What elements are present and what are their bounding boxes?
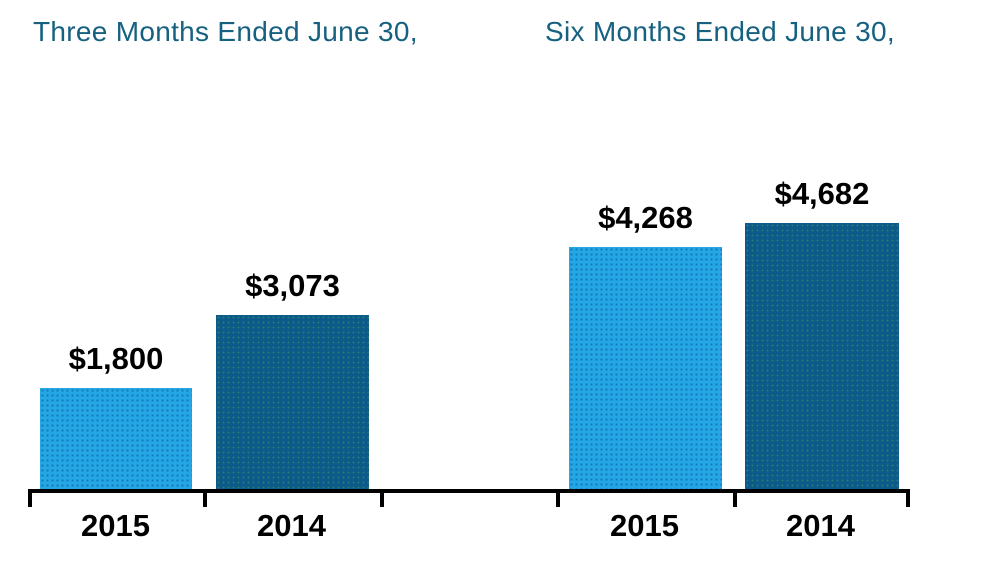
x-axis-line xyxy=(28,489,910,493)
group-title-three-months: Three Months Ended June 30, xyxy=(33,16,418,47)
group-title-six-months: Six Months Ended June 30, xyxy=(545,16,895,47)
bar-six-months-2015 xyxy=(569,247,722,491)
bar-column-three-months-2014: $3,073 xyxy=(216,270,369,491)
x-tick-label-six-months-2015: 2015 xyxy=(610,508,679,543)
x-axis-tick-1 xyxy=(28,489,32,507)
x-axis-tick-5 xyxy=(733,489,737,507)
bar-column-three-months-2015: $1,800 xyxy=(40,343,192,491)
value-label-three-months-2014: $3,073 xyxy=(245,268,340,303)
bar-column-six-months-2015: $4,268 xyxy=(569,202,722,491)
bar-three-months-2014 xyxy=(216,315,369,491)
bar-column-six-months-2014: $4,682 xyxy=(745,178,899,491)
x-tick-label-six-months-2014: 2014 xyxy=(786,508,855,543)
value-label-three-months-2015: $1,800 xyxy=(68,341,164,376)
x-tick-label-three-months-2015: 2015 xyxy=(81,508,150,543)
x-axis-tick-6 xyxy=(906,489,910,507)
x-axis-tick-4 xyxy=(556,489,560,507)
x-axis-tick-2 xyxy=(203,489,207,507)
value-label-six-months-2014: $4,682 xyxy=(774,176,870,211)
bar-three-months-2015 xyxy=(40,388,192,491)
x-tick-label-three-months-2014: 2014 xyxy=(257,508,326,543)
x-axis-tick-3 xyxy=(380,489,384,507)
bar-six-months-2014 xyxy=(745,223,899,491)
value-label-six-months-2015: $4,268 xyxy=(598,200,693,235)
